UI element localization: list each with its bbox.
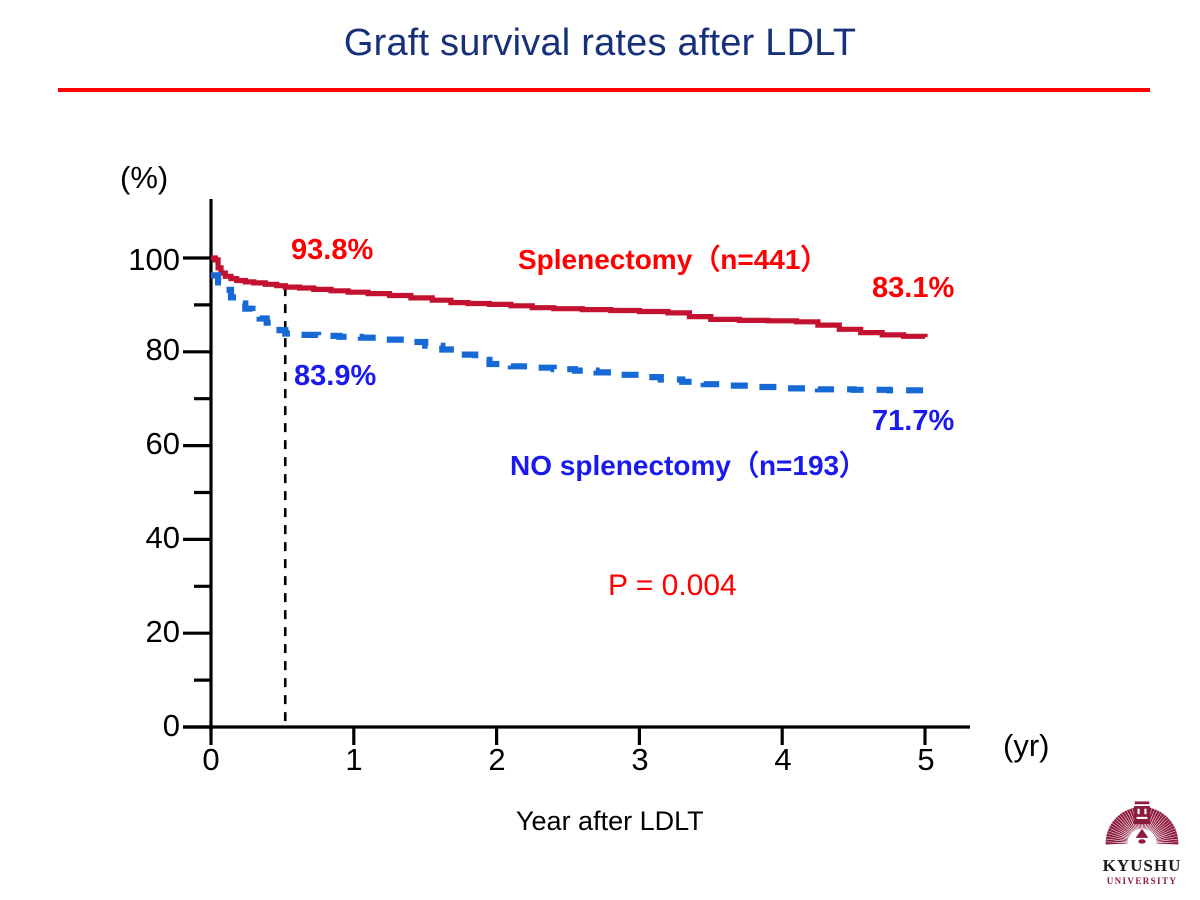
kyushu-sunburst-icon	[1105, 801, 1179, 845]
x-tick-label-3: 3	[631, 742, 649, 777]
x-axis-title: Year after LDLT	[516, 806, 704, 836]
legend-no-splenectomy: NO splenectomy（n=193）	[510, 450, 868, 481]
label-splenectomy-5yr: 83.1%	[872, 272, 955, 304]
x-axis-ticks	[209, 727, 927, 745]
y-tick-label-20: 20	[145, 614, 180, 649]
kyushu-university-logo: KYUSHU UNIVERSITY	[1096, 796, 1188, 892]
label-no-splenectomy-5yr: 71.7%	[872, 405, 955, 437]
label-splenectomy-6mo: 93.8%	[291, 234, 374, 266]
label-no-splenectomy-6mo: 83.9%	[294, 360, 377, 392]
y-axis-ticks	[183, 256, 211, 729]
curve-splenectomy	[211, 255, 928, 339]
y-tick-label-0: 0	[162, 708, 180, 743]
x-axis-unit-label: (yr)	[1003, 728, 1050, 763]
x-tick-label-5: 5	[917, 742, 935, 777]
y-tick-label-100: 100	[128, 242, 180, 277]
p-value-label: P = 0.004	[608, 569, 737, 602]
x-tick-label-4: 4	[774, 742, 792, 777]
chart-axes	[183, 199, 970, 731]
y-tick-label-80: 80	[145, 332, 180, 367]
x-tick-label-2: 2	[488, 742, 506, 777]
logo-wordmark: KYUSHU	[1102, 856, 1182, 875]
page-title: Graft survival rates after LDLT	[343, 22, 857, 64]
x-tick-label-1: 1	[345, 742, 363, 777]
y-tick-label-40: 40	[145, 520, 180, 555]
y-tick-label-60: 60	[145, 426, 180, 461]
logo-subtitle: UNIVERSITY	[1106, 876, 1178, 886]
y-axis-unit-label: (%)	[120, 160, 169, 195]
legend-splenectomy: Splenectomy（n=441）	[518, 244, 829, 275]
x-tick-label-0: 0	[202, 742, 220, 777]
title-divider	[58, 88, 1150, 92]
